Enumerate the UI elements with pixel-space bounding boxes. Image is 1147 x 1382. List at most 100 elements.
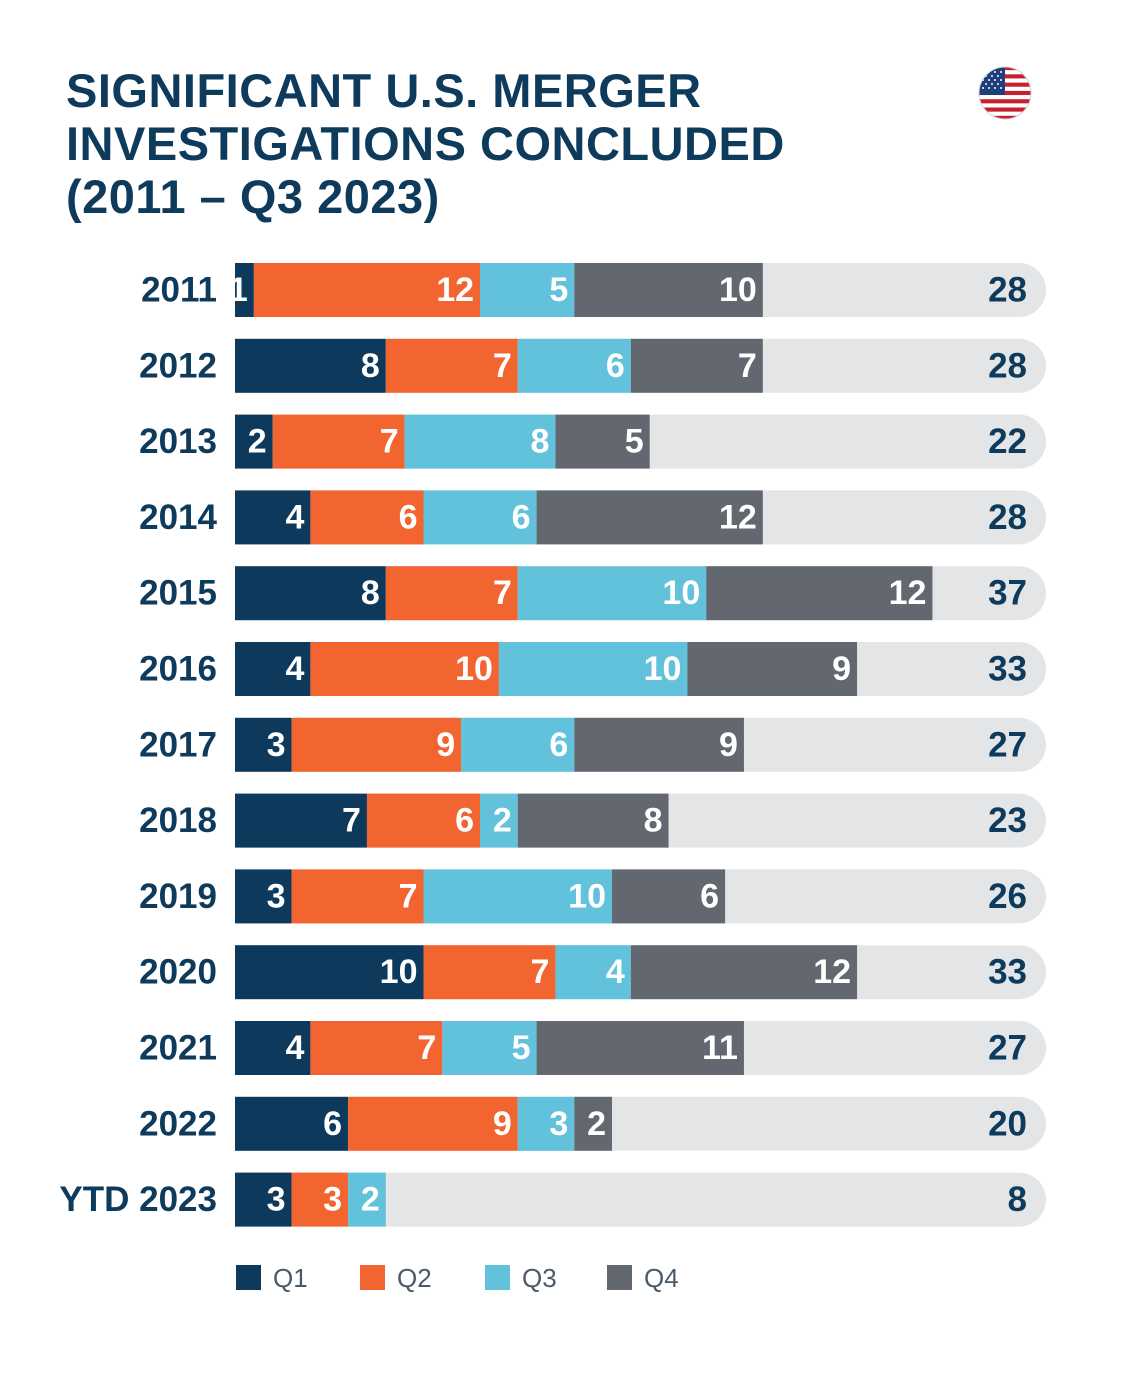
year-label: 2020 [139,953,217,992]
data-label-q3: 6 [606,347,625,385]
bar-row-2018: 2018 7 6 2 8 23 [139,793,1046,848]
legend-item-q3: Q3 [485,1263,557,1293]
data-label-q3: 4 [606,953,625,991]
data-label-q1: 8 [361,574,380,612]
bar-row-2013: 2013 2 7 8 5 22 [139,414,1046,469]
data-label-q1: 4 [285,498,304,536]
legend-swatch [607,1265,632,1290]
data-label-q4: 12 [889,574,927,612]
data-label-q3: 3 [549,1105,568,1143]
data-label-q1: 7 [342,802,361,840]
data-label-q1: 4 [285,650,304,688]
bar-row-2019: 2019 3 7 10 6 26 [139,869,1046,924]
data-label-q3: 5 [512,1029,531,1067]
legend-swatch [485,1265,510,1290]
bar-segment-q4 [630,945,858,1000]
data-label-q4: 9 [832,650,851,688]
total-label: 37 [988,574,1027,613]
total-label: 28 [988,271,1027,310]
bar-segment-q3 [423,490,537,545]
total-label: 33 [988,953,1027,992]
data-label-q2: 12 [436,271,474,309]
bar-segment-q4 [574,263,763,317]
data-label-q3: 5 [549,271,568,309]
year-label: 2013 [139,422,217,461]
bar-segment-q1 [235,642,311,696]
chart-title-line-1: SIGNIFICANT U.S. MERGER [66,64,702,117]
legend-label: Q4 [644,1263,679,1293]
bar-segment-q2 [291,717,462,772]
data-label-q4: 11 [702,1029,738,1067]
total-label: 28 [988,498,1027,537]
bar-row-2014: 2014 4 6 6 12 28 [139,490,1046,545]
bar-segment-q2 [310,490,424,545]
legend-item-q4: Q4 [607,1263,679,1293]
bar-segment-q4 [630,338,763,393]
bar-row-ytd-2023: YTD 2023 3 3 2 8 [59,1172,1046,1227]
bar-row-2015: 2015 8 7 10 12 37 [139,566,1046,621]
bar-segment-q3 [555,945,631,1000]
bar-row-2020: 2020 10 7 4 12 33 [139,945,1046,1000]
total-label: 33 [988,650,1027,689]
bar-segment-q4 [555,414,650,469]
bar-segment-q1 [235,338,386,393]
data-label-q1: 8 [361,347,380,385]
data-label-q2: 9 [493,1105,512,1143]
year-label: 2015 [139,574,217,613]
data-label-q2: 7 [380,423,399,461]
year-label: YTD 2023 [59,1180,217,1219]
bar-segment-q2 [423,945,556,1000]
data-label-q2: 6 [399,498,418,536]
bar-segment-q3 [517,566,707,621]
legend-label: Q3 [522,1263,557,1293]
data-label-q3: 10 [662,574,700,612]
total-label: 8 [1008,1180,1027,1219]
bar-segment-q4 [574,717,744,772]
year-label: 2022 [139,1104,217,1143]
data-label-q2: 6 [455,802,474,840]
bar-segment-q1 [235,414,273,469]
data-label-q2: 7 [399,877,418,915]
total-label: 23 [988,801,1027,840]
bar-segment-q3 [423,869,612,924]
data-label-q4: 5 [625,423,644,461]
data-label-q2: 3 [323,1181,342,1219]
bar-row-2017: 2017 3 9 6 9 27 [139,717,1046,772]
bar-segment-q2 [253,263,481,317]
data-label-q1: 4 [285,1029,304,1067]
us-flag-icon [978,66,1032,120]
total-label: 26 [988,877,1027,916]
data-label-q3: 6 [549,726,568,764]
bar-segment-q2 [291,1172,349,1227]
data-label-q3: 8 [531,423,550,461]
bar-segment-q4 [687,642,858,696]
data-label-q4: 10 [719,271,757,309]
bar-segment-q3 [480,793,518,848]
bar-segment-q4 [574,1096,612,1151]
bar-segment-q3 [404,414,556,469]
data-label-q1: 3 [267,726,286,764]
bar-segment-q1 [235,945,424,1000]
legend-label: Q1 [273,1263,308,1293]
year-label: 2019 [139,877,217,916]
year-label: 2011 [141,271,217,310]
bar-segment-q4 [706,566,933,621]
bar-segment-q3 [348,1172,386,1227]
data-label-q2: 7 [493,347,512,385]
data-label-q3: 10 [568,877,606,915]
bar-segment-q2 [366,793,481,848]
bar-segment-q3 [442,1021,537,1075]
bar-row-2012: 2012 8 7 6 7 28 [139,338,1046,393]
bar-segment-q1 [235,490,311,545]
year-label: 2018 [139,801,217,840]
bar-row-2011: 2011 1 12 5 10 28 [141,263,1046,317]
legend-item-q1: Q1 [236,1263,308,1293]
bar-segment-q3 [517,1096,575,1151]
data-label-q3: 2 [361,1181,380,1219]
data-label-q1: 10 [380,953,418,991]
bar-segment-q4 [517,793,669,848]
bar-segment-q4 [536,490,763,545]
data-label-q4: 8 [644,802,663,840]
